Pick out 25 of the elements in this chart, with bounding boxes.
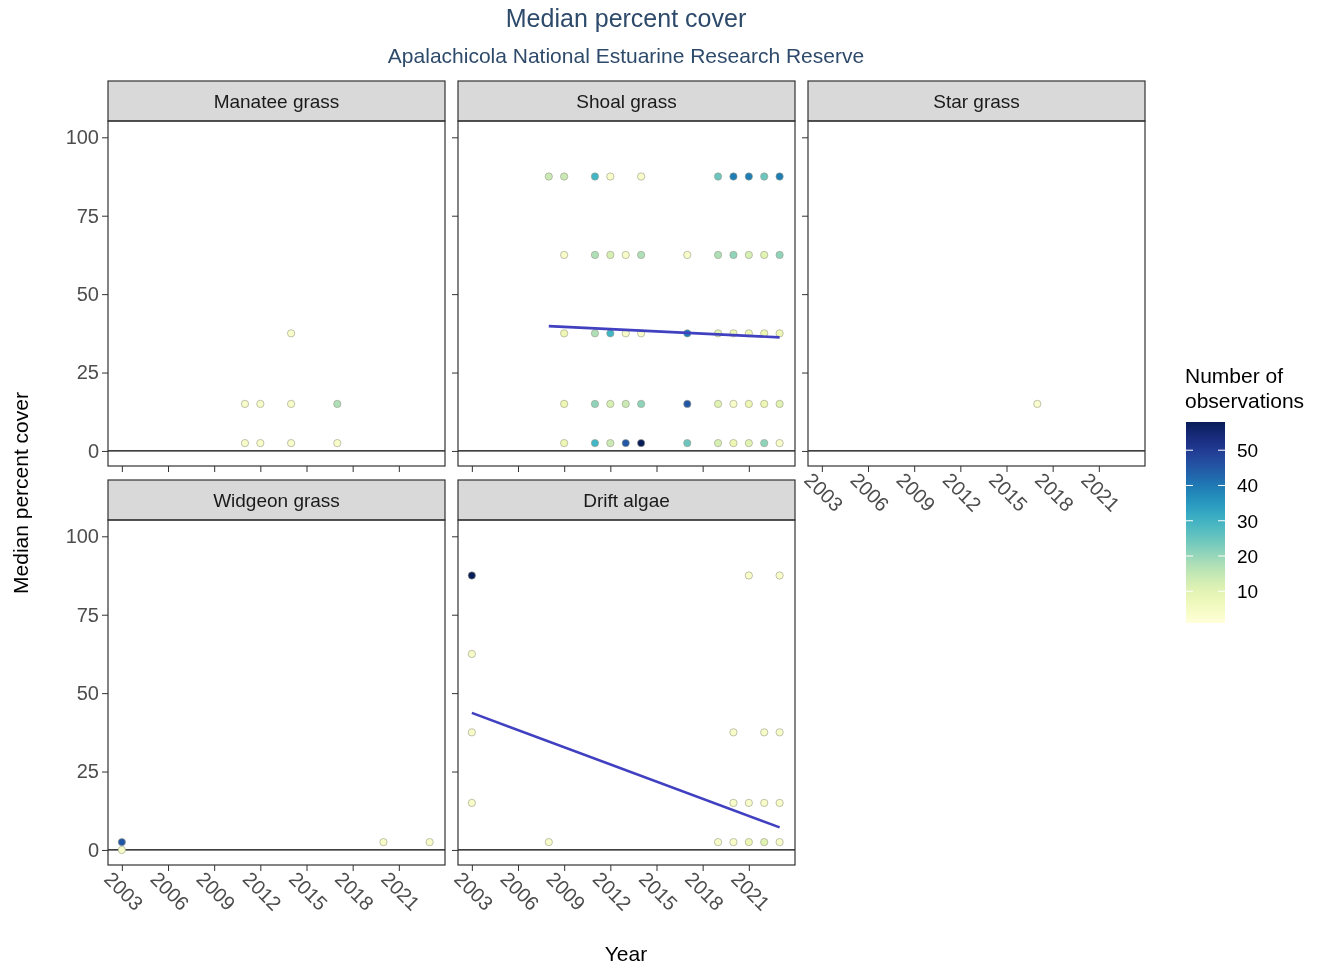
y-tick-label: 100 — [65, 525, 99, 548]
text: Median percent cover — [505, 4, 747, 32]
chart-title: Star grass — [933, 91, 1020, 112]
y-tick-label: 75 — [76, 204, 99, 227]
text: Apalachicola National Estuarine Research Reserve — [387, 44, 865, 67]
chart-title: Shoal grass — [576, 91, 677, 112]
color-bar-label: 10 — [1237, 581, 1259, 603]
color-bar-label: 30 — [1237, 510, 1259, 532]
text: Median percent cover — [9, 392, 32, 594]
chart-title: Drift algae — [583, 490, 670, 511]
color-bar-label: 50 — [1237, 440, 1259, 462]
y-tick-label: 75 — [76, 603, 99, 626]
y-tick-label: 50 — [76, 283, 99, 306]
text: Year — [604, 942, 648, 965]
y-tick-label: 0 — [87, 838, 99, 861]
y-tick-label: 0 — [87, 439, 99, 462]
y-tick-label: 50 — [76, 682, 99, 705]
chart-title: Manatee grass — [213, 91, 340, 112]
color-bar-label: 40 — [1237, 475, 1259, 497]
y-tick-label: 25 — [76, 361, 99, 384]
color-bar-label: 20 — [1237, 546, 1259, 567]
chart-title: Widgeon grass — [213, 490, 340, 511]
color-bar-title: Number of observations — [1185, 364, 1305, 412]
y-tick-label: 25 — [76, 760, 99, 783]
y-tick-label: 100 — [65, 126, 99, 149]
